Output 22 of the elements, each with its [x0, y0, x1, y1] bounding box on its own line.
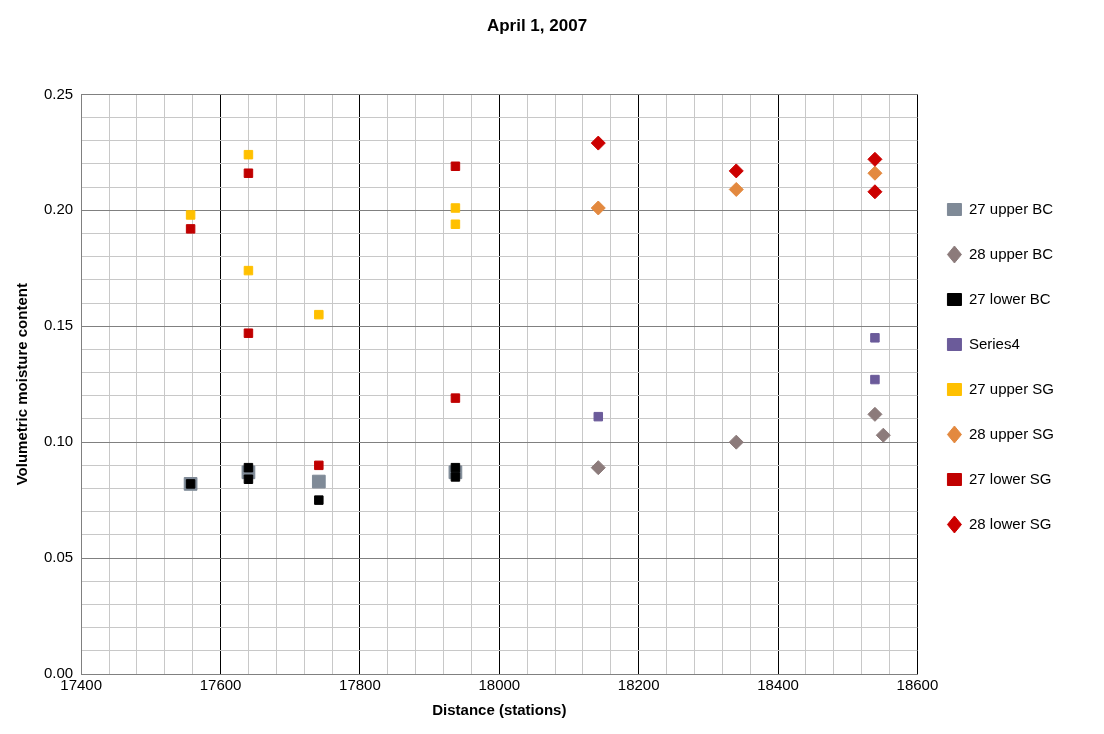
y-tick-label: 0.25 — [43, 84, 74, 102]
x-tick-label: 18600 — [896, 676, 939, 694]
legend-label: 27 lower SG — [968, 469, 1052, 487]
y-axis-title: Volumetric moisture content — [13, 283, 31, 486]
legend-label: 28 upper BC — [968, 244, 1054, 262]
x-tick-label: 18000 — [478, 676, 521, 694]
legend-label: 27 lower BC — [968, 289, 1051, 307]
legend-label: 28 upper SG — [968, 424, 1055, 442]
y-tick-label: 0.10 — [43, 432, 74, 450]
legend-label: 27 upper SG — [968, 379, 1055, 397]
x-tick-label: 17800 — [339, 676, 381, 694]
x-tick-label: 17600 — [199, 676, 242, 694]
chart-title: April 1, 2007 — [486, 15, 588, 35]
legend-label: 27 upper BC — [968, 199, 1054, 217]
y-tick-label: 0.20 — [43, 200, 74, 218]
x-tick-label: 18400 — [757, 676, 799, 694]
y-tick-label: 0.05 — [43, 548, 74, 566]
legend-label: 28 lower SG — [968, 514, 1052, 532]
legend-label: Series4 — [968, 334, 1020, 352]
y-tick-label: 0.15 — [43, 316, 74, 334]
x-tick-label: 18200 — [617, 676, 660, 694]
x-axis-title: Distance (stations) — [432, 701, 567, 719]
